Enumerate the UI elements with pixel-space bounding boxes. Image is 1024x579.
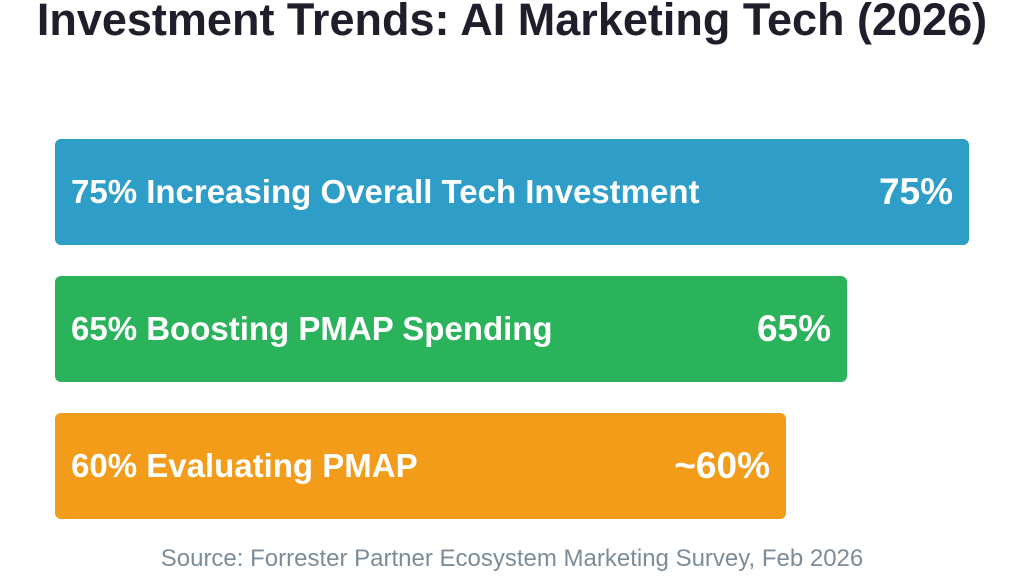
chart-title: Investment Trends: AI Marketing Tech (20…	[36, 0, 988, 45]
bar-2: 65% Boosting PMAP Spending 65%	[55, 276, 847, 382]
bar-value-label: 65%	[756, 308, 831, 349]
bar-label: 60% Evaluating PMAP	[71, 447, 418, 484]
bar-value-label: 75%	[878, 171, 953, 212]
bar-1: 75% Increasing Overall Tech Investment 75…	[55, 139, 969, 245]
bar-label: 65% Boosting PMAP Spending	[71, 310, 553, 347]
bar-label: 75% Increasing Overall Tech Investment	[71, 173, 700, 210]
source-note: Source: Forrester Partner Ecosystem Mark…	[160, 545, 864, 572]
bar-value-label: ~60%	[674, 445, 770, 486]
bar-3: 60% Evaluating PMAP ~60%	[55, 413, 786, 519]
